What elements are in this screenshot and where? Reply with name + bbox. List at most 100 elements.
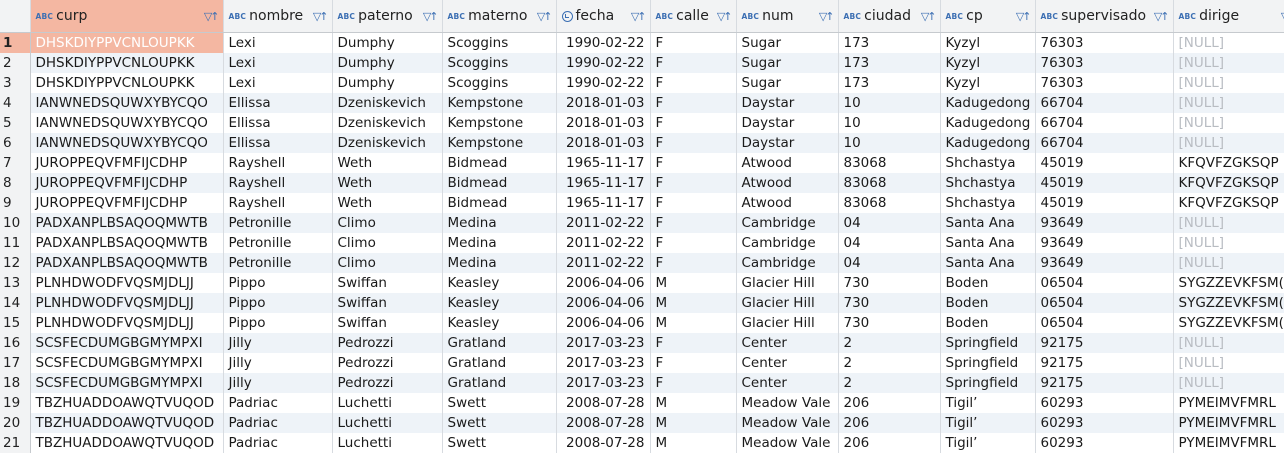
cell-materno[interactable]: Keasley	[442, 292, 557, 313]
sort-filter-icon[interactable]: ▽↑	[312, 9, 329, 23]
cell-dirige[interactable]: PYMEIMVFMRL	[1173, 412, 1284, 433]
table-row[interactable]: 15 PLNHDWODFVQSMJDLJJ Pippo Swiffan Keasley 2…	[0, 312, 1284, 333]
column-header-num[interactable]: ABC num ▽↑	[736, 0, 839, 33]
cell-fecha[interactable]: 1990-02-22	[556, 52, 651, 73]
table-row[interactable]: 9 JUROPPEQVFMFIJCDHP Rayshell Weth Bidmead 19…	[0, 192, 1284, 213]
row-number[interactable]: 3	[0, 72, 31, 93]
cell-ciudad[interactable]: 206	[838, 412, 941, 433]
cell-dirige[interactable]: [NULL]	[1173, 212, 1284, 233]
cell-materno[interactable]: Gratland	[442, 332, 557, 353]
cell-paterno[interactable]: Dzeniskevich	[332, 132, 443, 153]
cell-dirige[interactable]: SYGZZEVKFSM(	[1173, 292, 1284, 313]
column-header-paterno[interactable]: ABC paterno ▽↑	[332, 0, 443, 33]
row-number-header[interactable]	[0, 0, 31, 33]
cell-paterno[interactable]: Pedrozzi	[332, 332, 443, 353]
table-row[interactable]: 21 TBZHUADDOAWQTVUQOD Padriac Luchetti Swett…	[0, 432, 1284, 453]
cell-cp[interactable]: Tigil’	[940, 412, 1036, 433]
table-row[interactable]: 7 JUROPPEQVFMFIJCDHP Rayshell Weth Bidmead 19…	[0, 152, 1284, 173]
cell-curp[interactable]: SCSFECDUMGBGMYMPXI	[30, 372, 224, 393]
cell-calle[interactable]: F	[650, 372, 737, 393]
table-row[interactable]: 10 PADXANPLBSAQOQMWTB Petronille Climo Medin…	[0, 212, 1284, 233]
cell-materno[interactable]: Kempstone	[442, 132, 557, 153]
cell-nombre[interactable]: Jilly	[223, 372, 333, 393]
cell-materno[interactable]: Gratland	[442, 372, 557, 393]
cell-supervisado[interactable]: 93649	[1035, 212, 1174, 233]
cell-calle[interactable]: M	[650, 272, 737, 293]
cell-nombre[interactable]: Jilly	[223, 352, 333, 373]
cell-num[interactable]: Glacier Hill	[736, 312, 839, 333]
row-number[interactable]: 1	[0, 32, 31, 53]
cell-fecha[interactable]: 2011-02-22	[556, 212, 651, 233]
cell-cp[interactable]: Santa Ana	[940, 252, 1036, 273]
sort-filter-icon[interactable]: ▽↑	[1281, 10, 1284, 23]
cell-num[interactable]: Glacier Hill	[736, 272, 839, 293]
cell-nombre[interactable]: Padriac	[223, 392, 333, 413]
cell-fecha[interactable]: 2018-01-03	[556, 92, 651, 113]
cell-cp[interactable]: Santa Ana	[940, 212, 1036, 233]
cell-cp[interactable]: Boden	[940, 292, 1036, 313]
cell-cp[interactable]: Shchastya	[940, 152, 1036, 173]
cell-paterno[interactable]: Dumphy	[332, 52, 443, 73]
cell-dirige[interactable]: [NULL]	[1173, 372, 1284, 393]
cell-dirige[interactable]: [NULL]	[1173, 332, 1284, 353]
table-row[interactable]: 14 PLNHDWODFVQSMJDLJJ Pippo Swiffan Keasley 2…	[0, 292, 1284, 313]
cell-supervisado[interactable]: 06504	[1035, 312, 1174, 333]
cell-ciudad[interactable]: 730	[838, 312, 941, 333]
cell-curp[interactable]: IANWNEDSQUWXYBYCQO	[30, 112, 224, 133]
cell-materno[interactable]: Medina	[442, 212, 557, 233]
cell-supervisado[interactable]: 66704	[1035, 112, 1174, 133]
cell-nombre[interactable]: Pippo	[223, 292, 333, 313]
cell-materno[interactable]: Kempstone	[442, 112, 557, 133]
cell-num[interactable]: Atwood	[736, 172, 839, 193]
cell-supervisado[interactable]: 06504	[1035, 272, 1174, 293]
cell-paterno[interactable]: Dzeniskevich	[332, 92, 443, 113]
cell-fecha[interactable]: 2017-03-23	[556, 372, 651, 393]
table-row[interactable]: 4 IANWNEDSQUWXYBYCQO Ellissa Dzeniskevich Ke…	[0, 92, 1284, 113]
cell-materno[interactable]: Swett	[442, 412, 557, 433]
cell-paterno[interactable]: Swiffan	[332, 272, 443, 293]
table-row[interactable]: 19 TBZHUADDOAWQTVUQOD Padriac Luchetti Swett…	[0, 392, 1284, 413]
table-row[interactable]: 1 DHSKDIYPPVCNLOUPKK Lexi Dumphy Scoggins 199…	[0, 32, 1284, 53]
cell-nombre[interactable]: Lexi	[223, 52, 333, 73]
cell-ciudad[interactable]: 83068	[838, 152, 941, 173]
cell-supervisado[interactable]: 60293	[1035, 392, 1174, 413]
sort-filter-icon[interactable]: ▽↑	[818, 9, 835, 23]
cell-ciudad[interactable]: 206	[838, 392, 941, 413]
cell-num[interactable]: Daystar	[736, 132, 839, 153]
cell-dirige[interactable]: PYMEIMVFMRL	[1173, 432, 1284, 453]
row-number[interactable]: 12	[0, 252, 31, 273]
cell-ciudad[interactable]: 2	[838, 372, 941, 393]
cell-nombre[interactable]: Rayshell	[223, 192, 333, 213]
cell-nombre[interactable]: Padriac	[223, 432, 333, 453]
cell-materno[interactable]: Scoggins	[442, 72, 557, 93]
cell-cp[interactable]: Shchastya	[940, 192, 1036, 213]
cell-supervisado[interactable]: 45019	[1035, 152, 1174, 173]
row-number[interactable]: 19	[0, 392, 31, 413]
cell-dirige[interactable]: KFQVFZGKSQP	[1173, 172, 1284, 193]
column-header-cp[interactable]: ABC cp ▽↑	[940, 0, 1036, 33]
table-row[interactable]: 8 JUROPPEQVFMFIJCDHP Rayshell Weth Bidmead 19…	[0, 172, 1284, 193]
cell-num[interactable]: Atwood	[736, 152, 839, 173]
sort-filter-icon[interactable]: ▽↑	[1015, 9, 1032, 23]
cell-fecha[interactable]: 2011-02-22	[556, 232, 651, 253]
cell-num[interactable]: Daystar	[736, 92, 839, 113]
cell-ciudad[interactable]: 10	[838, 132, 941, 153]
cell-fecha[interactable]: 2006-04-06	[556, 312, 651, 333]
table-row[interactable]: 12 PADXANPLBSAQOQMWTB Petronille Climo Medin…	[0, 252, 1284, 273]
cell-nombre[interactable]: Padriac	[223, 412, 333, 433]
cell-dirige[interactable]: [NULL]	[1173, 232, 1284, 253]
cell-dirige[interactable]: [NULL]	[1173, 72, 1284, 93]
cell-curp[interactable]: TBZHUADDOAWQTVUQOD	[30, 392, 224, 413]
cell-calle[interactable]: F	[650, 172, 737, 193]
cell-supervisado[interactable]: 92175	[1035, 372, 1174, 393]
cell-ciudad[interactable]: 173	[838, 32, 941, 53]
cell-calle[interactable]: F	[650, 212, 737, 233]
cell-dirige[interactable]: [NULL]	[1173, 132, 1284, 153]
cell-nombre[interactable]: Ellissa	[223, 92, 333, 113]
table-row[interactable]: 13 PLNHDWODFVQSMJDLJJ Pippo Swiffan Keasley 2…	[0, 272, 1284, 293]
sort-filter-icon[interactable]: ▽↑	[536, 9, 553, 23]
cell-curp[interactable]: PLNHDWODFVQSMJDLJJ	[30, 272, 224, 293]
cell-curp[interactable]: TBZHUADDOAWQTVUQOD	[30, 412, 224, 433]
cell-ciudad[interactable]: 10	[838, 112, 941, 133]
cell-ciudad[interactable]: 04	[838, 252, 941, 273]
